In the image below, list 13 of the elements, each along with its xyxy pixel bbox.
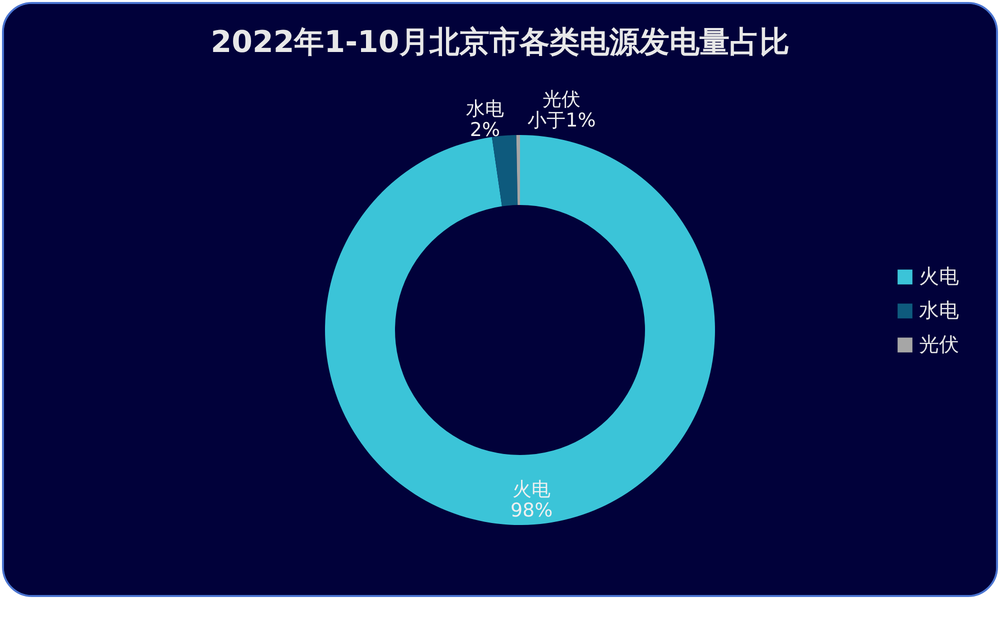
slice-label: 光伏 xyxy=(542,88,581,111)
data-label: 98% xyxy=(510,500,553,522)
data-label: 小于1% xyxy=(528,110,596,132)
chart-title: 2022年1-10月北京市各类电源发电量占比 xyxy=(210,25,790,60)
donut-slice xyxy=(516,135,520,206)
slice-label: 水电 xyxy=(466,98,504,120)
data-label: 2% xyxy=(470,118,500,141)
donut-slice xyxy=(325,135,715,525)
slice-label: 火电 xyxy=(512,478,551,501)
legend-label: 水电 xyxy=(919,298,959,322)
legend-label: 火电 xyxy=(919,264,959,288)
legend-label: 光伏 xyxy=(919,332,959,356)
donut-slice xyxy=(492,135,518,206)
